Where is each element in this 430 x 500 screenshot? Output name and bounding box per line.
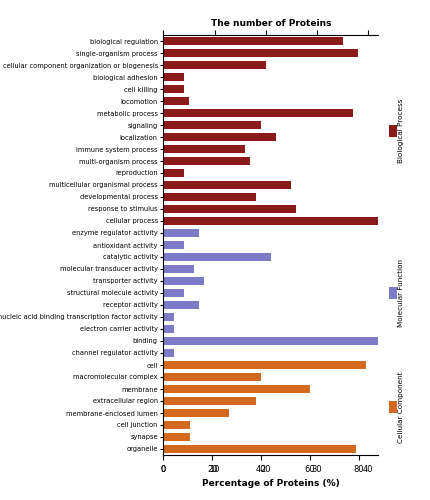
Bar <box>163 62 266 68</box>
Bar <box>163 434 190 440</box>
Bar <box>163 170 184 176</box>
Bar <box>163 266 194 272</box>
Bar <box>163 122 261 128</box>
Bar <box>163 74 184 80</box>
Bar <box>163 314 174 320</box>
Bar <box>163 218 394 224</box>
Text: Cellular Component: Cellular Component <box>398 371 404 443</box>
Bar <box>163 278 204 284</box>
Bar <box>163 302 199 308</box>
Bar <box>163 158 250 164</box>
Bar <box>163 146 245 152</box>
Bar <box>163 338 394 344</box>
Bar <box>163 50 358 56</box>
Bar <box>163 362 366 368</box>
Bar <box>163 86 184 92</box>
Bar <box>163 326 174 332</box>
Bar <box>163 182 292 188</box>
Bar <box>163 446 356 452</box>
Bar <box>163 134 276 140</box>
Bar <box>163 374 261 380</box>
Bar <box>163 206 297 212</box>
Bar <box>163 290 184 296</box>
Bar <box>163 110 353 116</box>
Bar <box>163 230 199 236</box>
Bar <box>163 38 343 44</box>
Bar <box>163 410 229 416</box>
X-axis label: Percentage of Proteins (%): Percentage of Proteins (%) <box>202 480 340 488</box>
Bar <box>163 242 184 248</box>
Text: Molecular Function: Molecular Function <box>398 259 404 327</box>
Bar <box>163 422 190 428</box>
Bar <box>163 194 255 200</box>
Bar <box>163 254 271 260</box>
Bar <box>163 386 310 392</box>
Bar <box>163 398 256 404</box>
X-axis label: The number of Proteins: The number of Proteins <box>211 19 331 28</box>
Text: Biological Process: Biological Process <box>398 99 404 163</box>
Bar <box>163 98 189 104</box>
Bar <box>163 350 174 356</box>
